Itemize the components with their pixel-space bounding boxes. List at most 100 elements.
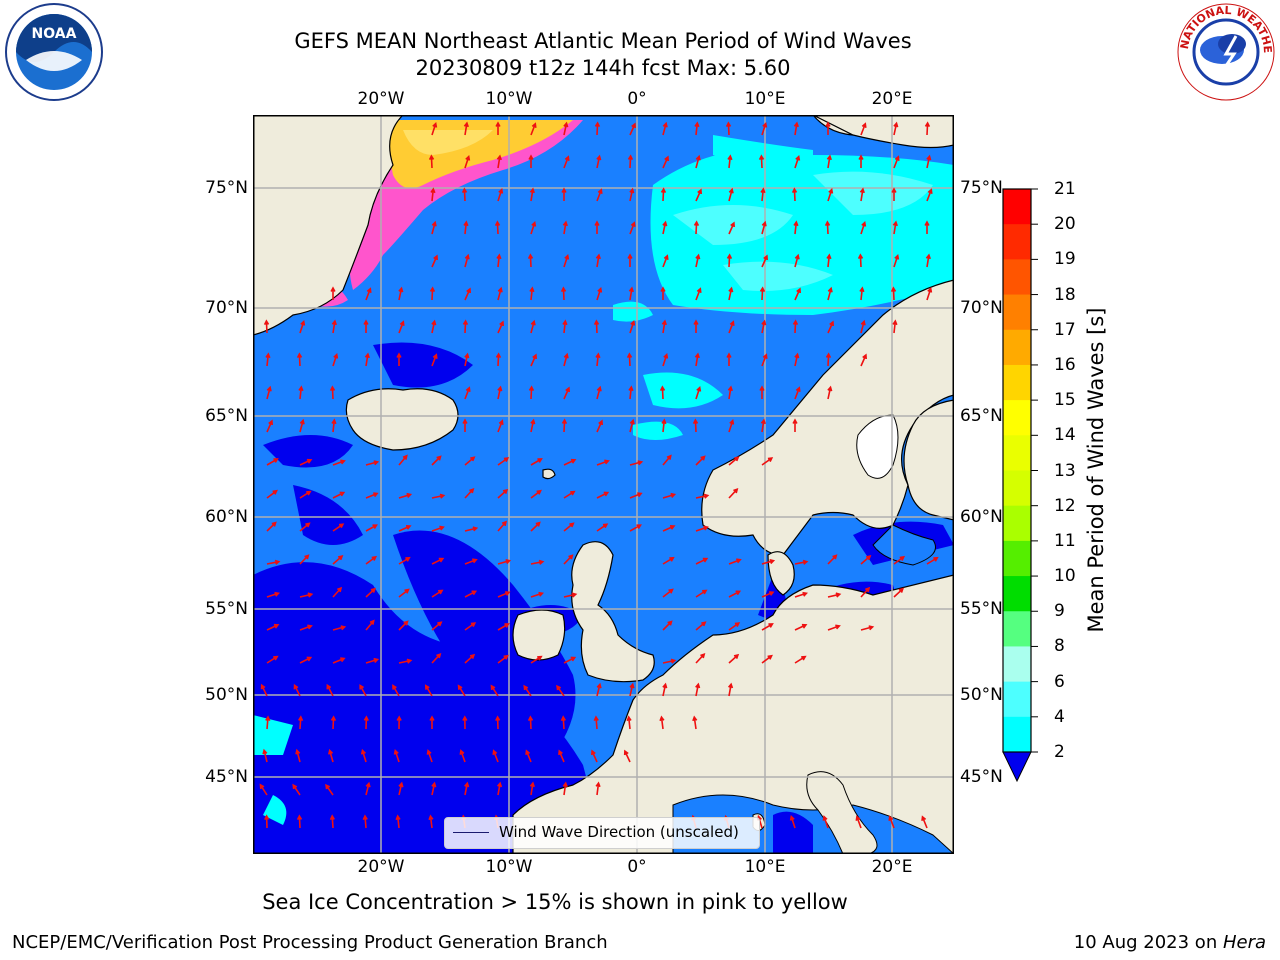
wind-wave-arrow <box>594 220 600 234</box>
wind-wave-arrow <box>265 715 271 730</box>
wind-wave-arrow <box>728 487 739 499</box>
wind-wave-arrow <box>926 556 939 565</box>
wind-wave-arrow <box>331 319 337 334</box>
wind-wave-arrow <box>299 592 314 598</box>
wind-wave-arrow <box>365 587 377 598</box>
wind-wave-arrow <box>596 188 603 202</box>
colorbar-segment <box>1003 259 1031 296</box>
land-ireland <box>512 609 566 661</box>
wind-wave-arrow <box>266 559 281 565</box>
wind-wave-arrow <box>398 658 413 664</box>
wind-wave-arrow <box>398 556 411 565</box>
wind-wave-arrow <box>662 155 669 169</box>
noaa-logo: NOAA <box>4 2 104 102</box>
wind-wave-arrow <box>890 286 897 301</box>
wind-wave-arrow <box>859 187 865 202</box>
wind-wave-arrow <box>530 458 543 466</box>
wind-wave-arrow <box>296 352 303 367</box>
wind-wave-arrow <box>464 155 471 169</box>
wind-wave-arrow <box>661 418 667 433</box>
wind-wave-arrow <box>760 418 766 433</box>
wind-wave-arrow <box>563 155 570 169</box>
wind-wave-arrow <box>794 559 809 565</box>
noaa-logo-text: NOAA <box>32 26 77 42</box>
lon-label-top-0: 0° <box>627 89 647 109</box>
wind-wave-arrow <box>827 592 842 598</box>
land-iceland <box>345 388 459 451</box>
wind-wave-arrow <box>398 525 412 532</box>
wind-wave-arrow <box>527 715 534 730</box>
wind-wave-arrow <box>761 623 774 631</box>
wind-wave-arrow <box>299 522 311 532</box>
wind-wave-arrow <box>858 154 864 168</box>
wind-wave-arrow <box>860 319 866 334</box>
wind-wave-arrow <box>595 781 601 796</box>
wind-wave-arrow <box>464 781 470 796</box>
lon-label-top-20w: 20°W <box>357 89 405 109</box>
colorbar-segment <box>1003 294 1031 331</box>
wind-wave-arrow <box>328 748 334 763</box>
legend-line-icon <box>453 832 489 833</box>
wind-wave-arrow <box>431 621 443 631</box>
wind-wave-arrow <box>662 556 675 565</box>
wind-wave-arrow <box>563 254 570 268</box>
wind-wave-arrow <box>596 523 609 532</box>
wind-wave-arrow <box>822 815 829 829</box>
wind-wave-arrow <box>728 221 735 235</box>
wind-wave-arrow <box>791 187 798 202</box>
wind-wave-arrow <box>398 454 408 466</box>
wind-wave-arrow <box>925 253 931 268</box>
wind-wave-arrow <box>926 188 933 202</box>
wind-wave-arrow <box>693 220 700 235</box>
wind-wave-arrow <box>629 187 635 202</box>
wind-wave-arrow <box>860 586 871 598</box>
wind-wave-arrow <box>426 749 433 763</box>
wind-wave-arrow <box>359 684 367 697</box>
wind-wave-arrow <box>563 656 577 664</box>
wind-wave-arrow <box>623 749 631 763</box>
wind-wave-arrow <box>464 352 470 367</box>
wind-wave-arrow <box>424 684 433 697</box>
land-svalbard <box>812 115 954 149</box>
wind-wave-arrow <box>530 521 541 532</box>
wind-wave-arrow <box>794 253 800 268</box>
footer-branch: NCEP/EMC/Verification Post Processing Pr… <box>12 932 608 953</box>
wind-wave-arrow <box>695 386 702 400</box>
wind-wave-arrow <box>365 555 378 565</box>
land-faroe <box>542 468 556 480</box>
colorbar-tick-label: 16 <box>1054 354 1076 375</box>
wind-wave-arrow <box>528 385 535 400</box>
wind-wave-arrow <box>430 187 436 202</box>
wind-wave-arrow <box>661 319 667 334</box>
wind-wave-arrow <box>596 682 602 697</box>
wind-wave-arrow <box>860 122 867 136</box>
wind-wave-arrow <box>561 418 568 433</box>
wind-wave-arrow <box>398 492 413 499</box>
wind-wave-arrow <box>398 588 410 598</box>
wind-wave-arrow <box>660 286 666 300</box>
graticule <box>253 115 954 854</box>
wind-wave-arrow <box>695 525 709 532</box>
colorbar-segment <box>1003 576 1031 612</box>
wind-wave-arrow <box>793 220 799 235</box>
wind-wave-arrow <box>662 121 668 136</box>
colorbar-tick-label: 9 <box>1054 601 1065 622</box>
wind-wave-arrow <box>495 715 501 730</box>
lon-label-bottom-20e: 20°E <box>871 857 913 877</box>
wind-wave-arrow <box>530 122 537 136</box>
footer-date-text: 10 Aug 2023 on <box>1073 932 1223 953</box>
wind-wave-arrow <box>695 493 710 499</box>
wind-wave-arrow <box>332 586 343 598</box>
wind-wave-arrow <box>921 815 928 829</box>
wind-wave-arrow <box>629 492 643 499</box>
wind-wave-arrow <box>629 682 635 697</box>
colorbar-tick-label: 14 <box>1054 425 1076 446</box>
wind-wave-arrow <box>727 682 734 697</box>
wind-wave-arrow <box>891 187 897 201</box>
colorbar-segment <box>1003 540 1031 577</box>
wind-wave-arrow <box>627 253 633 267</box>
wind-wave-arrow <box>299 554 310 565</box>
wind-wave-arrow <box>365 619 375 631</box>
wind-wave-arrow <box>562 319 568 334</box>
lon-label-bottom-0: 0° <box>627 857 647 877</box>
